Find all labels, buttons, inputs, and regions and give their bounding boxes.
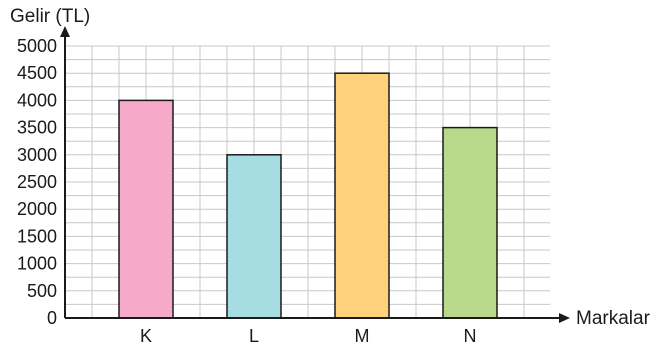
bar-l [226, 154, 282, 319]
y-tick-label: 0 [47, 308, 57, 328]
x-tick-label-m: M [355, 326, 370, 346]
y-axis-arrow-icon [60, 26, 70, 37]
bar-m [334, 72, 390, 319]
y-tick-label: 4000 [17, 90, 57, 110]
y-tick-label: 2000 [17, 199, 57, 219]
y-tick-labels: 0 500 1000 1500 2000 2500 3000 3500 4000 4500 5000 [17, 36, 57, 328]
x-tick-label-l: L [249, 326, 259, 346]
bar-k [118, 99, 174, 319]
x-axis-arrow-icon [559, 313, 570, 323]
x-tick-labels: K L M N [140, 326, 477, 346]
y-tick-label: 3500 [17, 118, 57, 138]
x-tick-label-n: N [464, 326, 477, 346]
y-tick-label: 1000 [17, 254, 57, 274]
y-tick-label: 1500 [17, 226, 57, 246]
y-tick-label: 3000 [17, 145, 57, 165]
y-tick-label: 2500 [17, 172, 57, 192]
y-tick-label: 500 [27, 281, 57, 301]
bar-n [442, 126, 498, 319]
x-tick-label-k: K [140, 326, 152, 346]
bars [118, 72, 498, 319]
y-tick-label: 4500 [17, 63, 57, 83]
x-axis-title: Markalar [576, 308, 651, 329]
y-tick-label: 5000 [17, 36, 57, 56]
y-axis-title: Gelir (TL) [10, 6, 90, 27]
